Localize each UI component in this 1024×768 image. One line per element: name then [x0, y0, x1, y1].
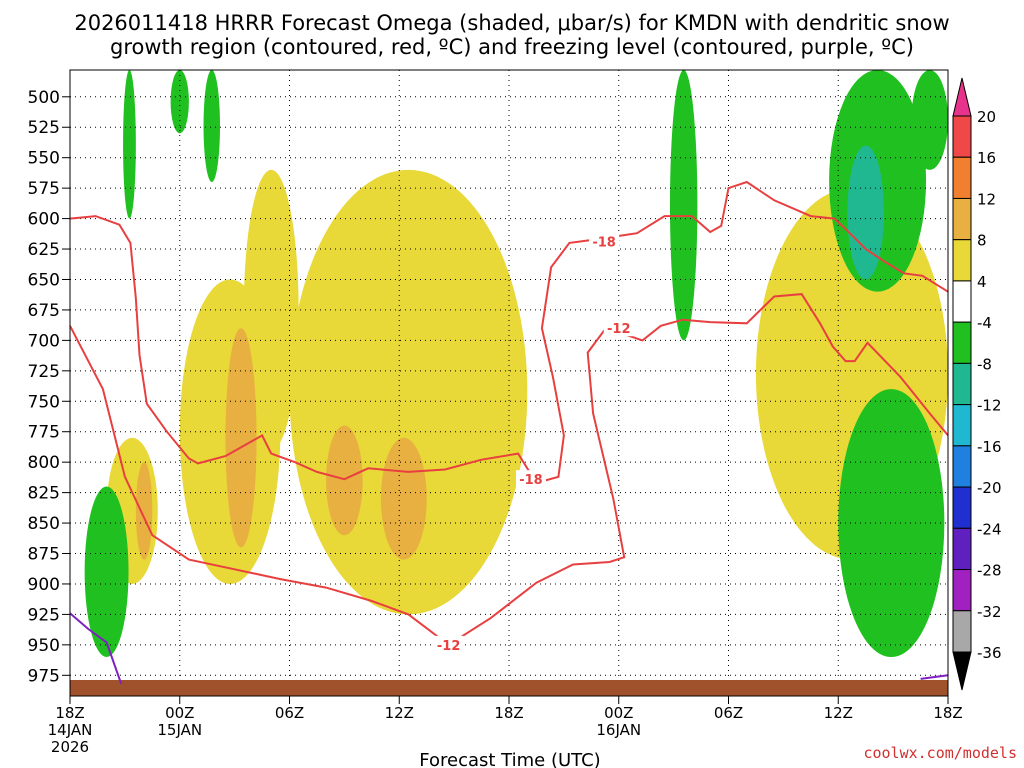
y-tick-label-750: 750: [28, 392, 60, 412]
colorbar-label-1: 16: [977, 149, 996, 167]
omega-region-6: [380, 437, 427, 560]
colorbar-swatch-13: [952, 610, 972, 653]
contour-label-1: -18: [519, 473, 543, 488]
x-tick-label-18-0: 12Z: [385, 704, 414, 722]
y-tick-label-850: 850: [28, 514, 60, 534]
x-tick-label-0-2: 2026: [51, 738, 89, 756]
colorbar-swatch-10: [952, 486, 972, 529]
y-tick-label-500: 500: [28, 88, 60, 108]
x-tick-label-0-0: 18Z: [55, 704, 84, 722]
y-tick-label-650: 650: [28, 270, 60, 290]
y-tick-label-800: 800: [28, 453, 60, 473]
colorbar-swatch-8: [952, 404, 972, 447]
x-tick-label-30-1: 16JAN: [596, 721, 641, 739]
y-tick-label-675: 675: [28, 301, 60, 321]
x-tick-label-48-0: 18Z: [933, 704, 962, 722]
dgz-contour-18: [69, 180, 949, 485]
freezing-level-contours: [69, 612, 949, 685]
contour-label-bg-0: [589, 232, 620, 250]
colorbar: 20 16 12 8 4 -4 -8 -12 -16 -20 -24 -28 -32 -36: [952, 77, 1002, 691]
x-axis-label: Forecast Time (UTC): [419, 750, 600, 768]
colorbar-label-8: -16: [977, 438, 1002, 456]
colorbar-bottom-arrow: [952, 651, 972, 691]
colorbar-swatch-4: [952, 239, 972, 282]
y-tick-label-700: 700: [28, 331, 60, 351]
colorbar-label-2: 12: [977, 190, 996, 208]
y-tick-label-525: 525: [28, 118, 60, 138]
contour-labels: -18 -18 -12 -12: [433, 232, 634, 654]
omega-region-2: [243, 169, 299, 450]
colorbar-label-10: -24: [977, 520, 1002, 538]
omega-shading: [84, 69, 948, 658]
plot-area: -18 -18 -12 -12: [69, 69, 949, 697]
y-tick-label-975: 975: [28, 666, 60, 686]
y-tick-label-575: 575: [28, 179, 60, 199]
contour-label-0: -18: [592, 236, 616, 251]
colorbar-label-9: -20: [977, 479, 1002, 497]
x-tick-label-42-0: 12Z: [824, 704, 853, 722]
colorbar-label-6: -8: [977, 355, 992, 373]
terrain-band: [70, 680, 948, 696]
colorbar-swatch-7: [952, 362, 972, 406]
y-axis-ticks: 500 525 550 575 600 625 650 675 700 725 750 775 800 8…: [28, 88, 70, 686]
dgz-contours: [69, 180, 949, 647]
colorbar-label-7: -12: [977, 397, 1002, 415]
x-tick-label-0-1: 14JAN: [48, 721, 93, 739]
omega-region-17: [911, 70, 948, 170]
x-tick-label-6-1: 15JAN: [157, 721, 202, 739]
colorbar-swatch-3: [952, 197, 972, 241]
contour-label-bg-1: [515, 470, 546, 488]
y-tick-label-775: 775: [28, 423, 60, 443]
colorbar-swatch-11: [952, 527, 972, 571]
omega-region-5: [326, 425, 363, 536]
omega-region-12: [203, 70, 220, 183]
contour-label-bg-3: [433, 635, 464, 653]
colorbar-label-0: 20: [977, 108, 996, 126]
contour-label-bg-2: [603, 319, 634, 337]
omega-region-7: [135, 462, 153, 560]
colorbar-label-5: -4: [977, 314, 992, 332]
dgz-contour-12: [69, 293, 949, 647]
y-tick-label-875: 875: [28, 545, 60, 565]
colorbar-swatch-12: [952, 569, 972, 612]
colorbar-swatch-1: [952, 115, 972, 158]
colorbar-label-3: 8: [977, 232, 987, 250]
x-tick-label-12-0: 06Z: [275, 704, 304, 722]
y-tick-label-725: 725: [28, 362, 60, 382]
omega-region-15: [847, 145, 884, 280]
colorbar-label-4: 4: [977, 273, 987, 291]
omega-region-11: [170, 70, 189, 134]
x-tick-label-6-0: 00Z: [165, 704, 194, 722]
x-tick-label-36-0: 06Z: [714, 704, 743, 722]
chart-title-line1: 2026011418 HRRR Forecast Omega (shaded, …: [74, 11, 949, 35]
chart-title-line2: growth region (contoured, red, ºC) and f…: [110, 35, 914, 59]
omega-region-4: [225, 328, 257, 548]
contour-label-2: -12: [607, 322, 631, 337]
colorbar-label-12: -32: [977, 603, 1002, 621]
freezing-level-line-1: [920, 674, 949, 680]
colorbar-swatch-2: [952, 156, 972, 199]
y-tick-label-600: 600: [28, 210, 60, 230]
y-tick-label-925: 925: [28, 605, 60, 625]
y-tick-label-625: 625: [28, 240, 60, 260]
x-tick-label-30-0: 00Z: [604, 704, 633, 722]
omega-region-13: [669, 70, 698, 341]
contour-label-3: -12: [437, 639, 461, 654]
y-tick-label-550: 550: [28, 149, 60, 169]
omega-region-16: [838, 389, 945, 658]
colorbar-swatch-5: [952, 280, 972, 323]
y-tick-label-950: 950: [28, 636, 60, 656]
colorbar-label-11: -28: [977, 562, 1002, 580]
omega-region-10: [123, 69, 136, 219]
y-tick-label-900: 900: [28, 575, 60, 595]
freezing-level-line-0: [69, 612, 123, 685]
colorbar-label-13: -36: [977, 644, 1002, 662]
colorbar-swatch-6: [952, 321, 972, 364]
x-tick-label-24-0: 18Z: [494, 704, 523, 722]
y-tick-label-825: 825: [28, 484, 60, 504]
credit-text: coolwx.com/models: [863, 744, 1017, 762]
colorbar-swatch-9: [952, 445, 972, 488]
